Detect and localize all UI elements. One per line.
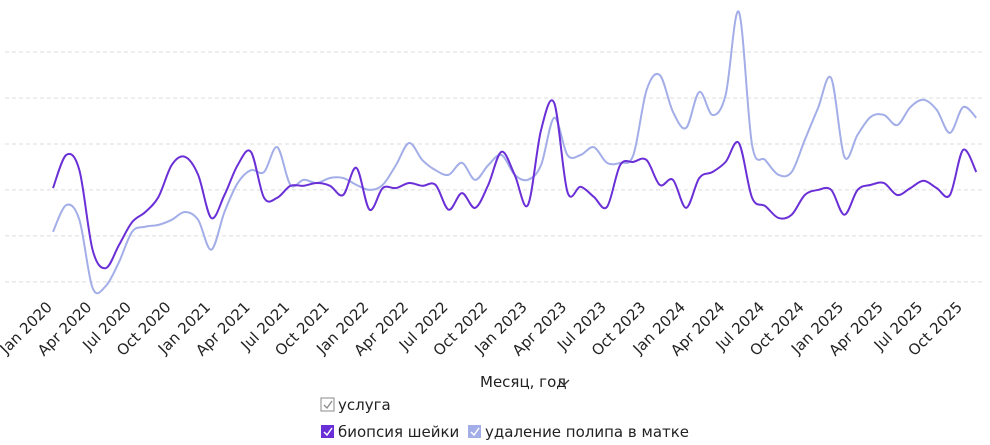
x-axis-title: Месяц, год (480, 373, 567, 391)
line-series (52, 99, 978, 270)
checkmark (470, 427, 480, 437)
checkmark (323, 400, 333, 410)
legend-checkbox[interactable] (468, 425, 481, 438)
legend-label: удаление полипа в матке (485, 423, 689, 441)
legend-label: биопсия шейки (338, 423, 459, 441)
checkmark (323, 427, 333, 437)
sort-chevron[interactable] (558, 379, 570, 386)
line-series (52, 10, 978, 295)
legend-title-checkbox[interactable] (320, 397, 335, 412)
legend-checkbox[interactable] (321, 425, 334, 438)
legend-title: услуга (338, 396, 391, 414)
